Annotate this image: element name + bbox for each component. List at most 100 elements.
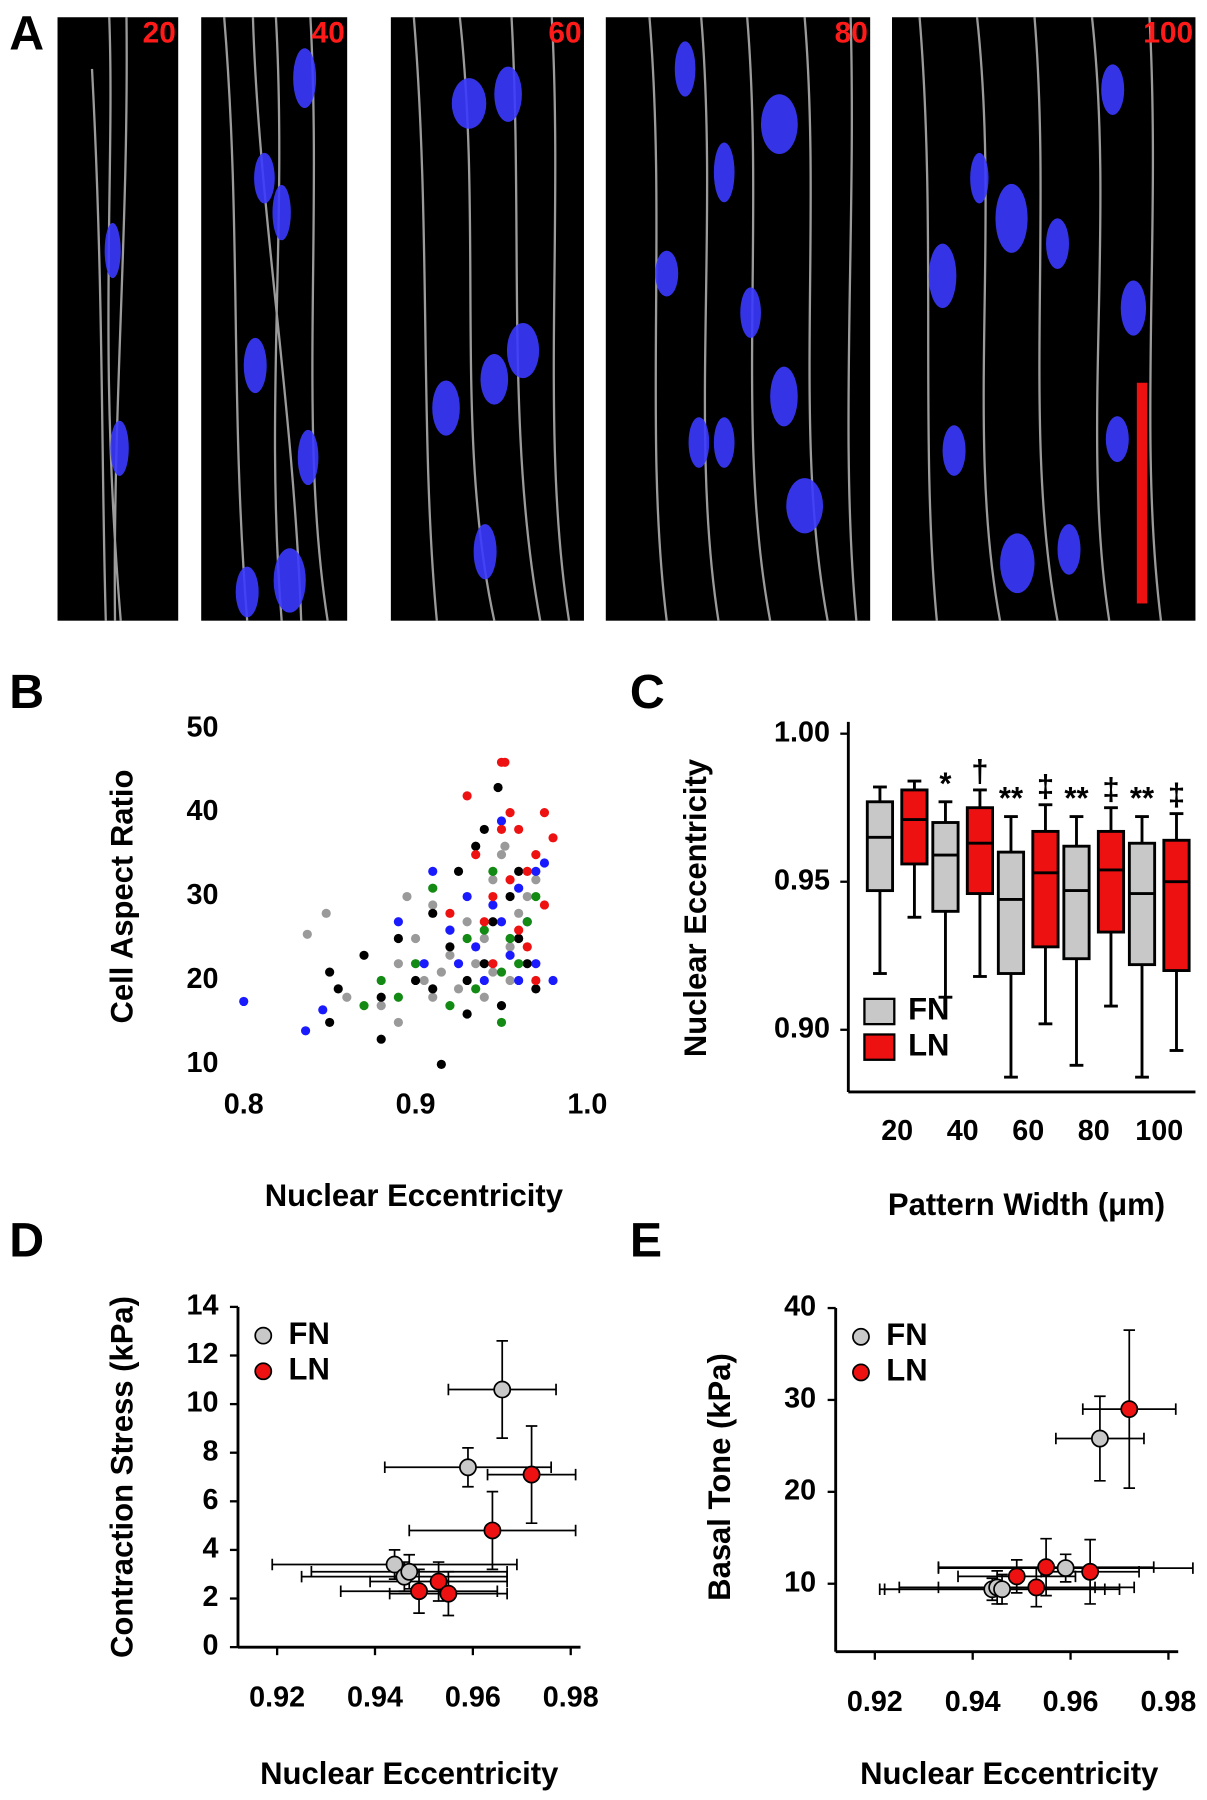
point xyxy=(393,959,403,969)
point xyxy=(514,975,524,986)
y-tick-label: 50 xyxy=(186,711,218,743)
point xyxy=(1120,1400,1139,1419)
x-tick-label: 100 xyxy=(1135,1115,1183,1147)
point xyxy=(462,1009,472,1019)
point xyxy=(488,875,498,885)
point xyxy=(459,1458,477,1477)
point xyxy=(428,883,438,893)
point xyxy=(1037,1558,1056,1577)
point xyxy=(531,975,541,986)
point xyxy=(410,975,421,986)
y-tick-label: 1.00 xyxy=(774,716,830,748)
box xyxy=(996,850,1026,975)
point xyxy=(462,891,472,902)
point xyxy=(500,841,510,851)
point xyxy=(445,950,455,960)
point xyxy=(505,891,515,902)
point xyxy=(445,908,455,918)
point xyxy=(496,816,507,826)
y-tick-label: 0 xyxy=(202,1630,218,1662)
point xyxy=(488,967,498,977)
point xyxy=(488,900,498,910)
point xyxy=(522,1465,541,1484)
y-tick-label: 30 xyxy=(186,879,218,911)
point xyxy=(479,925,489,935)
point xyxy=(428,992,438,1002)
significance-label: ‡ xyxy=(1102,772,1119,807)
x-tick-label: 0.92 xyxy=(847,1686,903,1718)
box xyxy=(1062,844,1091,961)
x-tick-label: 40 xyxy=(947,1115,979,1147)
point xyxy=(1007,1567,1026,1586)
point xyxy=(1027,1578,1046,1597)
point xyxy=(496,1017,507,1028)
y-tick-label: 30 xyxy=(784,1383,816,1415)
image-label: 20 xyxy=(143,16,176,49)
significance-label: ** xyxy=(1130,781,1155,816)
point xyxy=(539,808,550,818)
legend-swatch xyxy=(852,1363,870,1382)
significance-label: ‡ xyxy=(1168,778,1185,813)
point xyxy=(479,959,489,969)
x-tick-label: 0.96 xyxy=(1043,1686,1099,1718)
point xyxy=(385,1555,404,1574)
box xyxy=(1162,838,1191,972)
y-tick-label: 40 xyxy=(784,1291,816,1323)
panel-letter: D xyxy=(9,1213,44,1267)
y-tick-label: 14 xyxy=(186,1289,218,1321)
point xyxy=(493,782,503,793)
point xyxy=(496,850,507,860)
legend-swatch xyxy=(254,1326,273,1345)
point xyxy=(505,950,515,960)
scale-bar xyxy=(1136,382,1148,604)
point xyxy=(479,992,489,1002)
point xyxy=(445,942,455,952)
point xyxy=(483,1521,502,1540)
point xyxy=(239,996,249,1007)
point xyxy=(325,1017,335,1028)
point xyxy=(505,875,515,885)
x-axis-title: Nuclear Eccentricity xyxy=(860,1756,1159,1791)
point xyxy=(531,984,541,994)
x-axis-title: Nuclear Eccentricity xyxy=(265,1178,564,1213)
point xyxy=(548,833,558,843)
point xyxy=(493,1380,512,1399)
point xyxy=(321,908,331,918)
significance-label: † xyxy=(971,754,988,789)
box xyxy=(1031,829,1060,949)
point xyxy=(531,891,541,902)
significance-label: ** xyxy=(1064,781,1089,816)
y-tick-label: 0.90 xyxy=(774,1012,830,1044)
x-tick-label: 0.92 xyxy=(249,1681,305,1713)
significance-label: ‡ xyxy=(1037,769,1054,804)
x-tick-label: 0.8 xyxy=(224,1088,264,1120)
image-label: 40 xyxy=(312,16,345,49)
point xyxy=(522,891,532,902)
legend-label: LN xyxy=(289,1351,330,1386)
micrograph xyxy=(605,17,871,621)
panel-letter: E xyxy=(630,1213,662,1267)
image-label: 100 xyxy=(1143,16,1193,49)
point xyxy=(445,925,455,935)
legend-swatch xyxy=(863,1033,896,1061)
legend-label: LN xyxy=(886,1353,927,1388)
point xyxy=(522,917,532,927)
x-tick-label: 20 xyxy=(881,1115,913,1147)
box xyxy=(865,800,895,893)
point xyxy=(419,975,429,986)
point xyxy=(514,959,524,969)
point xyxy=(531,875,541,885)
y-tick-label: 8 xyxy=(202,1435,218,1467)
legend-swatch xyxy=(863,997,896,1026)
y-tick-label: 20 xyxy=(186,963,218,995)
point xyxy=(410,933,421,944)
x-tick-label: 0.94 xyxy=(347,1681,403,1713)
point xyxy=(488,917,498,927)
legend-label: FN xyxy=(289,1316,330,1351)
y-tick-label: 2 xyxy=(202,1581,218,1613)
point xyxy=(393,992,403,1002)
point xyxy=(496,967,507,977)
point xyxy=(376,975,386,986)
point xyxy=(514,908,524,918)
